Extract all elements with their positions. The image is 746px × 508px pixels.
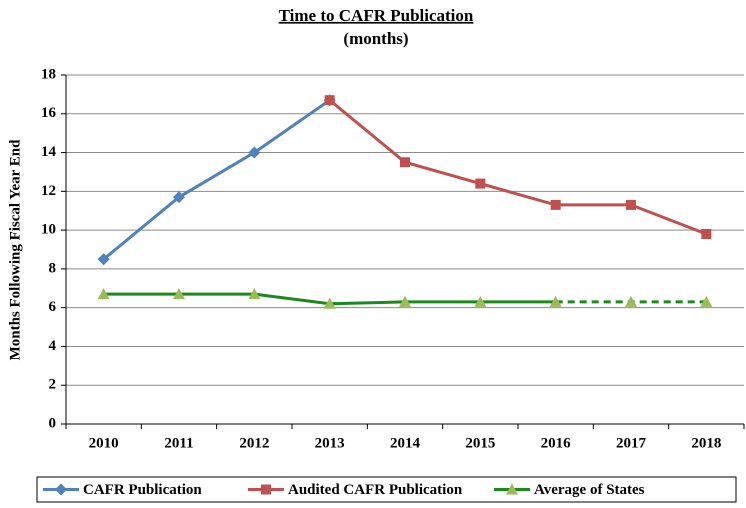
data-point bbox=[97, 253, 110, 266]
data-point bbox=[400, 157, 410, 168]
chart-title: Time to CAFR Publication bbox=[279, 6, 474, 25]
x-tick-label: 2010 bbox=[89, 435, 119, 451]
data-point bbox=[626, 199, 636, 210]
y-tick-label: 12 bbox=[41, 183, 56, 199]
chart-subtitle: (months) bbox=[343, 29, 408, 48]
y-tick-label: 8 bbox=[49, 260, 57, 276]
legend-label: CAFR Publication bbox=[83, 482, 202, 498]
legend-label: Audited CAFR Publication bbox=[288, 482, 463, 498]
data-point bbox=[550, 199, 561, 210]
data-point bbox=[474, 295, 487, 307]
y-tick-label: 0 bbox=[49, 415, 57, 431]
y-tick-label: 6 bbox=[49, 299, 57, 315]
x-tick-label: 2012 bbox=[239, 435, 269, 451]
y-tick-label: 18 bbox=[41, 66, 56, 82]
data-point bbox=[549, 295, 562, 307]
x-tick-label: 2017 bbox=[616, 435, 647, 451]
data-point bbox=[700, 295, 713, 307]
x-tick-label: 2014 bbox=[390, 435, 421, 451]
data-point bbox=[399, 295, 411, 307]
data-point bbox=[173, 191, 185, 204]
data-point bbox=[324, 95, 335, 106]
data-point bbox=[701, 228, 712, 239]
legend-marker bbox=[261, 484, 271, 495]
x-tick-label: 2016 bbox=[541, 435, 572, 451]
y-tick-label: 10 bbox=[41, 222, 56, 238]
legend-marker bbox=[55, 483, 67, 496]
data-point bbox=[173, 288, 185, 300]
y-axis-label: Months Following Fiscal Year End bbox=[7, 139, 23, 361]
series-line bbox=[328, 99, 707, 236]
legend-marker bbox=[506, 483, 518, 495]
y-tick-label: 16 bbox=[41, 105, 57, 121]
x-tick-label: 2013 bbox=[315, 435, 345, 451]
legend-label: Average of States bbox=[534, 482, 645, 498]
series-line bbox=[102, 98, 331, 261]
data-point bbox=[248, 288, 261, 300]
x-tick-label: 2011 bbox=[164, 435, 193, 451]
y-tick-label: 2 bbox=[49, 377, 57, 393]
x-tick-label: 2018 bbox=[691, 435, 721, 451]
data-point bbox=[97, 288, 110, 300]
data-point bbox=[248, 146, 261, 159]
data-point bbox=[475, 178, 486, 189]
y-tick-label: 4 bbox=[49, 338, 57, 354]
legend-box bbox=[36, 476, 737, 503]
data-point bbox=[625, 295, 637, 307]
y-tick-label: 14 bbox=[41, 144, 57, 160]
x-tick-label: 2015 bbox=[465, 435, 495, 451]
data-point bbox=[323, 297, 336, 309]
